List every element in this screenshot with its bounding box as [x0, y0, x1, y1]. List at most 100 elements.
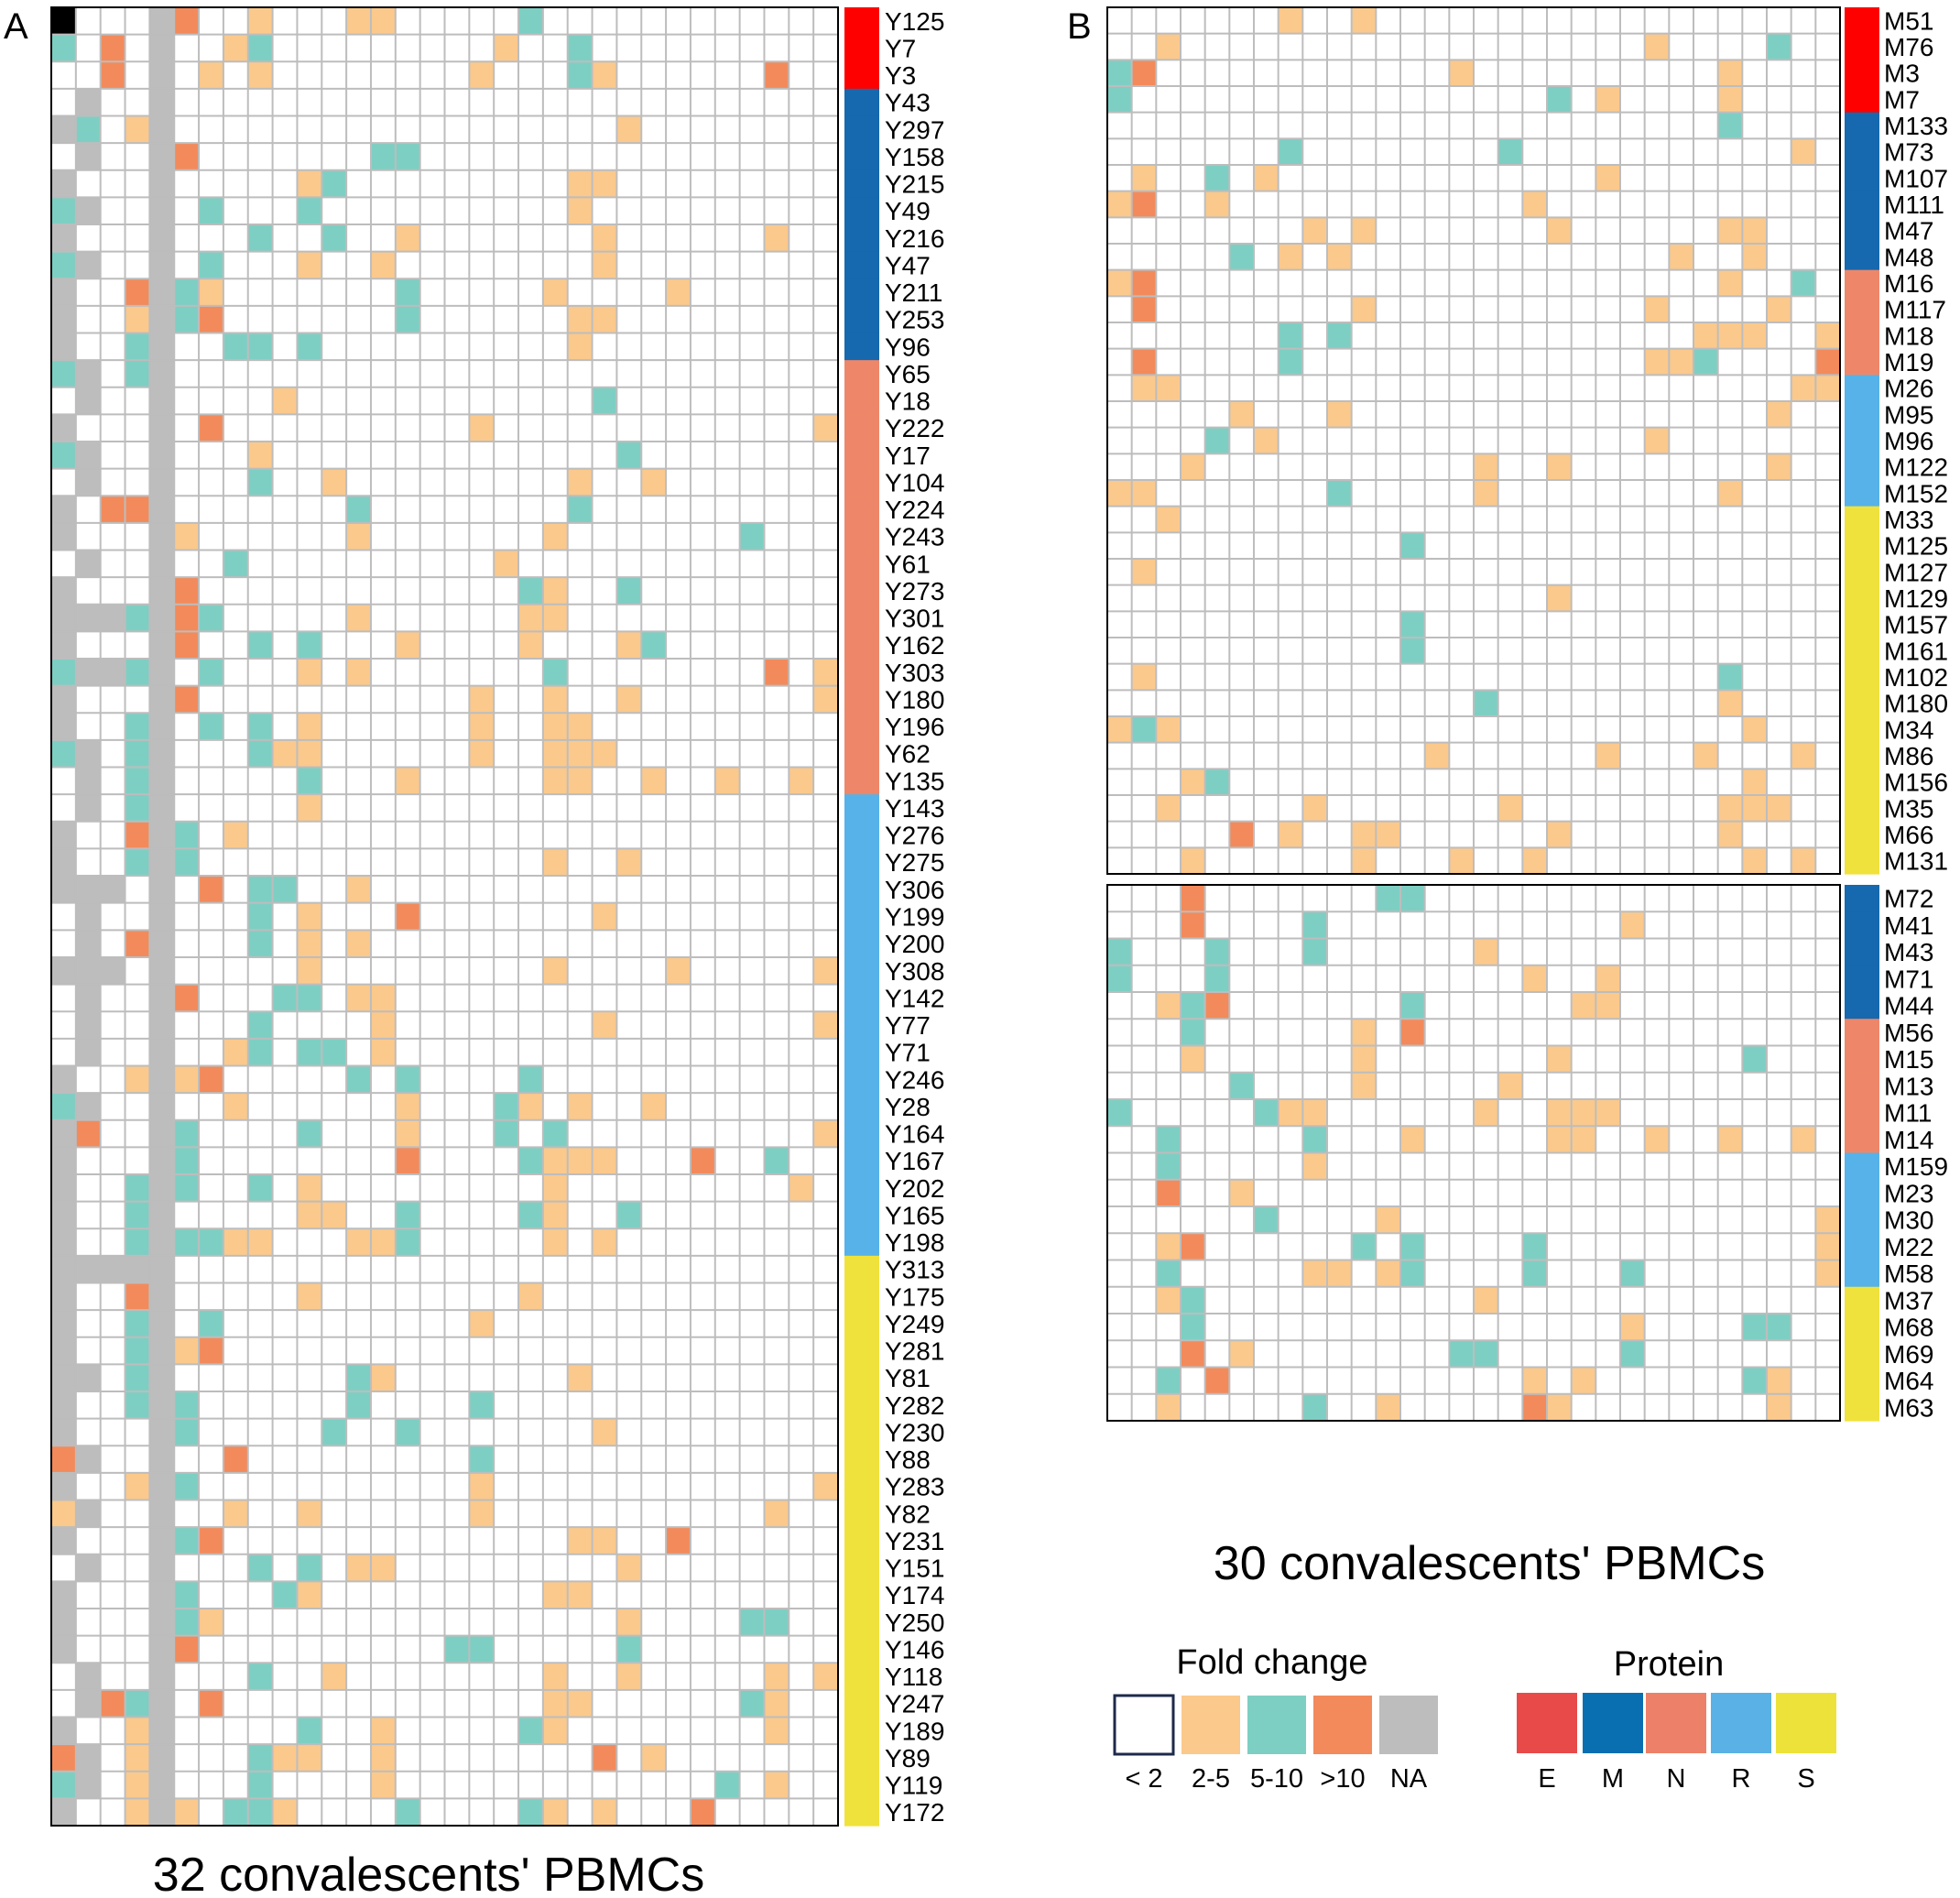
row-label: M66 — [1884, 821, 1933, 849]
heatmap-cell — [567, 61, 593, 89]
heatmap-cell — [518, 1282, 543, 1311]
heatmap-cell — [1522, 191, 1547, 218]
row-label: M33 — [1884, 506, 1933, 534]
heatmap-cell — [174, 1798, 200, 1826]
heatmap-cell — [1156, 992, 1181, 1020]
heatmap-cell — [1351, 821, 1377, 848]
row-label: M7 — [1884, 85, 1920, 114]
heatmap-cell — [75, 902, 101, 931]
heatmap-cell — [567, 1364, 593, 1391]
heatmap-cell — [149, 251, 175, 279]
heatmap-cell — [125, 794, 150, 822]
row-label: Y247 — [885, 1690, 944, 1718]
heatmap-cell — [247, 333, 273, 361]
heatmap-cell — [149, 821, 175, 849]
heatmap-cell — [51, 1065, 76, 1094]
fold-change-label: NA — [1390, 1764, 1428, 1794]
protein-bar-segment — [1845, 1286, 1879, 1314]
row-labels-b-top: M51M76M3M7M133M73M107M111M47M48M16M117M1… — [1884, 6, 1948, 875]
heatmap-cell — [1474, 453, 1498, 480]
heatmap-cell — [567, 739, 593, 768]
heatmap-cell — [75, 143, 101, 170]
heatmap-cell — [346, 876, 371, 903]
protein-bar-segment — [844, 61, 879, 90]
heatmap-cell — [1595, 86, 1620, 113]
heatmap-cell — [125, 1771, 150, 1799]
heatmap-cell — [1669, 348, 1693, 376]
heatmap-cell — [125, 278, 150, 306]
protein-bar-segment — [1845, 480, 1879, 507]
heatmap-cell — [100, 34, 125, 62]
row-label: M71 — [1884, 965, 1933, 993]
protein-bar-segment — [844, 685, 879, 714]
heatmap-cell — [1181, 1340, 1205, 1368]
heatmap-cell — [247, 1038, 273, 1066]
heatmap-cell — [542, 522, 568, 551]
row-label: Y230 — [885, 1418, 944, 1446]
heatmap-cell — [125, 1391, 150, 1419]
heatmap-cell — [297, 333, 322, 361]
heatmap-cell — [149, 1418, 175, 1446]
heatmap-cell — [592, 1228, 617, 1256]
heatmap-cell — [1229, 1179, 1254, 1206]
heatmap-cell — [125, 1798, 150, 1826]
heatmap-cell — [395, 305, 420, 333]
heatmap-cell — [149, 333, 175, 361]
heatmap-cell — [199, 414, 223, 442]
row-label: Y146 — [885, 1635, 944, 1663]
heatmap-cell — [174, 7, 200, 35]
heatmap-cell — [1181, 1286, 1205, 1314]
row-label: Y28 — [885, 1093, 931, 1121]
protein-bar-segment — [1845, 217, 1879, 245]
heatmap-cell — [125, 333, 150, 361]
heatmap-cell — [149, 848, 175, 877]
heatmap-cell — [149, 1771, 175, 1799]
protein-bar-segment — [844, 1228, 879, 1257]
fold-change-swatch — [1113, 1694, 1175, 1756]
row-label: M22 — [1884, 1233, 1933, 1261]
row-label: Y167 — [885, 1147, 944, 1175]
heatmap-cell — [199, 251, 223, 279]
heatmap-cell — [75, 604, 101, 632]
fold-change-label: < 2 — [1125, 1764, 1162, 1794]
heatmap-cell — [125, 360, 150, 387]
heatmap-cell — [370, 1744, 396, 1772]
heatmap-cell — [1474, 1286, 1498, 1314]
heatmap-cell — [1131, 348, 1157, 376]
heatmap-cell — [149, 1173, 175, 1202]
heatmap-cell — [1278, 821, 1303, 848]
heatmap-cell — [346, 659, 371, 686]
protein-bar-segment — [1845, 7, 1879, 35]
heatmap-cell — [297, 713, 322, 740]
heatmap-cell — [149, 1689, 175, 1718]
heatmap-cell — [149, 278, 175, 306]
heatmap-cell — [199, 1336, 223, 1365]
heatmap-cell — [1522, 1393, 1547, 1421]
heatmap-cell — [174, 1472, 200, 1500]
protein-bar-segment — [844, 278, 879, 307]
heatmap-cell — [149, 902, 175, 931]
heatmap-cell — [567, 169, 593, 198]
heatmap-cell — [1131, 375, 1157, 401]
heatmap-cell — [297, 197, 322, 225]
protein-bar-segment — [1845, 1179, 1879, 1207]
heatmap-cell — [1474, 480, 1498, 507]
heatmap-cell — [149, 1282, 175, 1311]
row-label: M63 — [1884, 1393, 1933, 1422]
heatmap-cell — [297, 631, 322, 660]
heatmap-cell — [690, 1798, 715, 1826]
row-label: M18 — [1884, 322, 1933, 350]
heatmap-cell — [813, 1663, 838, 1690]
heatmap-cell — [1595, 165, 1620, 191]
heatmap-cell — [1204, 992, 1230, 1020]
heatmap-cell — [616, 1663, 642, 1690]
protein-bar-segment — [1845, 191, 1879, 218]
heatmap-cell — [75, 1554, 101, 1582]
row-label: M30 — [1884, 1206, 1933, 1235]
heatmap-cell — [149, 577, 175, 605]
heatmap-cell — [1547, 453, 1572, 480]
protein-bar-segment — [844, 7, 879, 36]
heatmap-cell — [149, 197, 175, 225]
heatmap-cell — [1351, 1233, 1377, 1260]
row-label: M157 — [1884, 611, 1948, 639]
